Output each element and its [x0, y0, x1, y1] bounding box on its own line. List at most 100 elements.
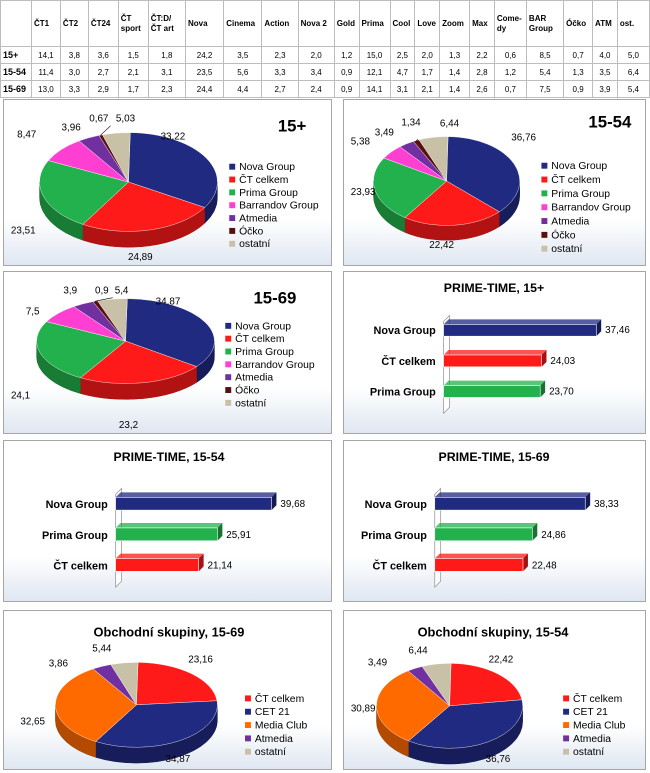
table-cell: 3,1 [147, 63, 186, 81]
chart-title: 15-54 [588, 113, 632, 132]
table-header-cell: Nova 2 [297, 0, 335, 47]
pie-data-label: 5,44 [92, 643, 112, 654]
pie-chart-obchodni-15-54: 22,42 36,76 30,89 3,49 6,44 Obchodní skupiny,… [343, 610, 646, 770]
legend-swatch [229, 240, 236, 247]
legend-label: Nova Group [239, 162, 295, 173]
table-cell: 1,4 [439, 80, 471, 98]
pie-data-label: 8,47 [17, 130, 36, 141]
legend-label: Media Club [255, 721, 308, 732]
pie-slice [376, 670, 450, 742]
legend-swatch [563, 708, 570, 715]
category-label: ČT celkem [381, 355, 435, 368]
table-cell: 3,9 [592, 80, 618, 98]
pie-chart-15-69-svg: 34,87 23,2 24,1 7,5 3,9 0,9 5,4 15-69 Nova Group… [11, 286, 315, 431]
legend-label: CET 21 [573, 707, 608, 718]
table-cell: 3,4 [297, 63, 335, 81]
bar-side [540, 380, 546, 398]
bar-side [585, 492, 591, 511]
legend-swatch [245, 748, 251, 755]
table-cell: 2,0 [414, 46, 441, 64]
table-header-cell: Cool [389, 0, 416, 47]
legend-label: ostatní [573, 747, 604, 758]
pie-data-label: 36,76 [486, 754, 511, 765]
table-cell: 4,4 [223, 80, 263, 98]
legend-label: Atmedia [551, 216, 589, 227]
bar-top [115, 492, 277, 498]
table-body: 15+ 14,1 3,8 3,6 1,5 1,8 24,2 3,5 2,3 2,0 1,2 15,0 2… [0, 46, 650, 98]
table-header-cell: Óčko [563, 0, 594, 47]
table-header-cell: ost. [616, 0, 650, 47]
table-cell: 3,1 [389, 80, 416, 98]
pie-slice [421, 663, 452, 707]
table-cell: 0,6 [493, 46, 527, 64]
bar-chart-prime-15plus-svg: PRIME-TIME, 15+ Nova Group 37,46 ČT celkem 2… [370, 281, 630, 415]
pie-slice [82, 181, 206, 232]
pie-data-label: 3,49 [368, 657, 388, 668]
table-cell: 3,6 [87, 46, 119, 64]
legend-label: Atmedia [573, 734, 611, 745]
category-label: ČT celkem [373, 559, 427, 572]
legend-label: ostatní [235, 398, 266, 409]
bar-side [532, 522, 538, 541]
legend-swatch [563, 695, 570, 702]
table-cell: 4,7 [389, 63, 416, 81]
legend-label: Óčko [235, 383, 259, 396]
table-header-cell: ČT sport [117, 0, 149, 47]
pie-slice [408, 699, 523, 749]
pie-chart-15plus: 33,22 24,89 23,51 8,47 3,96 0,67 5,03 15+ Nova G… [3, 99, 332, 266]
table-row: 15-69 13,0 3,3 2,9 1,7 2,3 24,4 4,4 2,7 2,4 0,9 14,… [0, 80, 650, 98]
legend-label: ostatní [551, 244, 582, 255]
pie-data-label: 36,76 [511, 133, 536, 144]
table-cell: 13,0 [31, 80, 61, 98]
table-cell: 5,4 [616, 80, 650, 98]
table-header-cell: Max [469, 0, 495, 47]
bar-chart-prime-15-54: PRIME-TIME, 15-54 Nova Group 39,68 Prima Gr… [3, 440, 332, 602]
bar-top [443, 319, 602, 325]
pie-chart-obchodni-15-54-svg: 22,42 36,76 30,89 3,49 6,44 Obchodní skupiny,… [351, 625, 626, 765]
table-cell: 2,0 [297, 46, 335, 64]
table-cell: 4,0 [592, 46, 618, 64]
table-row-header: 15+ [0, 46, 32, 64]
bar-data-label: 37,46 [605, 325, 630, 336]
bar-top [434, 522, 538, 528]
pie-data-label: 33,22 [161, 132, 186, 143]
pie-leader-line [100, 125, 111, 136]
table-header-cell: Zoom [439, 0, 471, 47]
legend-swatch [229, 227, 236, 234]
table-cell: 12,1 [358, 63, 391, 81]
legend-label: Barrandov Group [551, 203, 631, 214]
legend-swatch [229, 202, 236, 209]
category-label: Nova Group [46, 499, 109, 511]
legend-label: ČT celkem [551, 173, 600, 186]
bar-chart-prime-15-69: PRIME-TIME, 15-69 Nova Group 38,33 Prima Gr… [343, 440, 646, 602]
chart-title: Obchodní skupiny, 15-54 [418, 625, 570, 640]
pie-chart-15plus-svg: 33,22 24,89 23,51 8,47 3,96 0,67 5,03 15+ Nova G… [11, 114, 319, 263]
pie-chart-obchodni-15-69: 23,16 34,87 32,65 3,86 5,44 Obchodní skupiny,… [3, 610, 332, 770]
bar-side [541, 350, 547, 367]
pie-slice [80, 340, 198, 384]
legend-swatch [541, 204, 548, 211]
table-cell: 0,9 [333, 80, 360, 98]
legend-label: Óčko [551, 228, 575, 241]
table-cell: 7,5 [525, 80, 565, 98]
pie-slice [418, 136, 449, 182]
pie-slice [39, 160, 129, 225]
category-label: Nova Group [365, 499, 428, 511]
pie-data-label: 23,16 [188, 654, 213, 665]
legend-label: Barrandov Group [239, 201, 319, 212]
table-cell: 14,1 [31, 46, 61, 64]
table-cell: 3,5 [223, 46, 263, 64]
bar-top [434, 492, 591, 498]
pie-slice [449, 663, 523, 707]
table-cell: 8,5 [525, 46, 565, 64]
table-cell: 24,2 [184, 46, 225, 64]
table-header-cell: Prima [358, 0, 391, 47]
bar-chart-prime-15-69-svg: PRIME-TIME, 15-69 Nova Group 38,33 Prima Gr… [361, 450, 619, 589]
bar-data-label: 25,91 [226, 530, 251, 541]
legend-label: ČT celkem [235, 332, 284, 345]
table-header-cell: ČT24 [87, 0, 119, 47]
table-header-cell: ČT2 [59, 0, 89, 47]
pie-data-label: 23,2 [119, 420, 138, 431]
legend-swatch [225, 348, 232, 355]
legend-label: Barrandov Group [235, 360, 315, 371]
